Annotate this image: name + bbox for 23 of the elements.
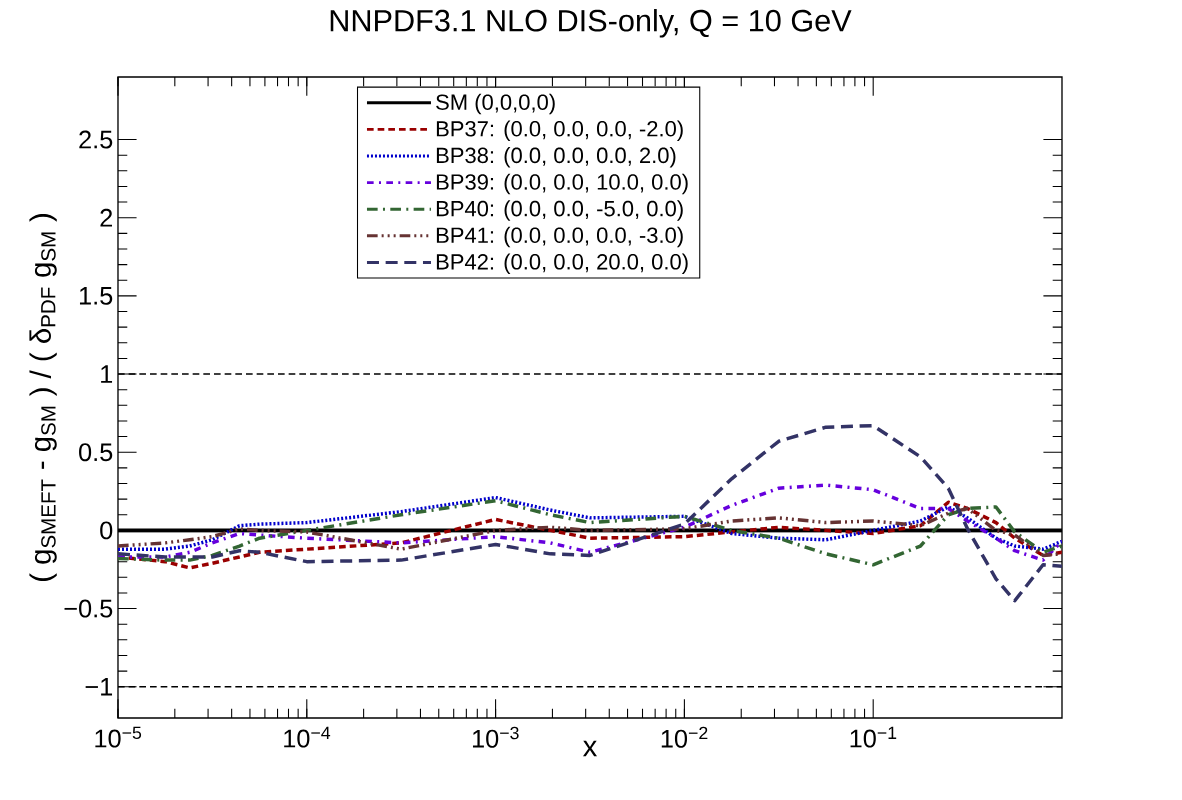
legend-label: BP42: (0.0, 0.0, 20.0, 0.0) [436, 253, 688, 274]
y-tick-label: −0.5 [64, 599, 113, 618]
legend-label: BP41: (0.0, 0.0, 0.0, -3.0) [436, 226, 683, 248]
x-tick-label: 10$^{−3}$ [472, 726, 519, 748]
y-tick-label: 1 [101, 365, 113, 383]
text: ( g$_{SMEFT}$ - g$_{SM}$ ) / ( δ$_{PDF}$ g$_{SM}$ ) [29, 214, 57, 581]
y-tick-label: 2 [100, 208, 113, 227]
legend-label: BP40: (0.0, 0.0, -5.0, 0.0) [436, 200, 683, 221]
legend-label: SM (0,0,0,0) [436, 93, 555, 115]
y-tick-label: 1.5 [79, 287, 113, 305]
y-tick-label: −1 [85, 678, 113, 696]
y-tick-label: 0.5 [79, 443, 113, 462]
x-tick-label: 10$^{−4}$ [284, 726, 331, 748]
x-tick-label: 10$^{−5}$ [95, 726, 142, 748]
y-tick-label: 2.5 [79, 130, 113, 149]
legend-label: BP39: (0.0, 0.0, 10.0, 0.0) [436, 173, 688, 195]
x-tick-label: 10$^{−2}$ [661, 726, 708, 748]
y-tick-label: 0 [100, 521, 113, 540]
legend-label: BP37: (0.0, 0.0, 0.0, -2.0) [436, 120, 683, 141]
x-axis-title: x [582, 740, 597, 757]
x-tick-label: 10$^{−1}$ [850, 726, 897, 748]
legend-label: BP38: (0.0, 0.0, 0.0, 2.0) [436, 147, 676, 168]
chart-title: NNPDF3.1 NLO DIS-only, Q = 10 GeV [330, 9, 852, 38]
